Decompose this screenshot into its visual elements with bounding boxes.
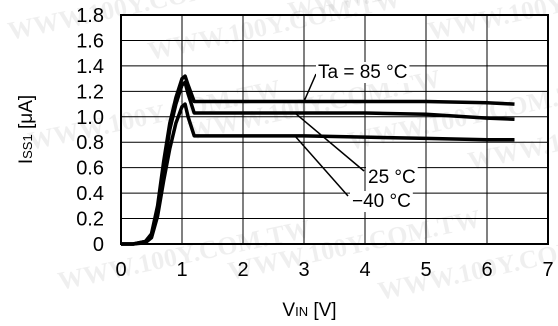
x-tick-label: 4 [359, 259, 370, 281]
grid [121, 15, 548, 244]
y-tick-label: 0.6 [76, 158, 104, 180]
x-axis-title-sub: IN [295, 304, 308, 319]
y-tick-label: 0.2 [76, 209, 104, 231]
tick-labels: 0 1 2 3 4 5 6 7 0 0.2 0.4 0.6 0.8 1.0 1.2 1.4 1.6 1.8 [76, 5, 553, 281]
annotation-label: Ta = 85 °C [318, 62, 407, 83]
annotation-bg [350, 191, 413, 212]
x-axis-title: VIN [V] [282, 300, 336, 321]
y-tick-label: 1.6 [76, 30, 104, 52]
y-tick-label: 1.4 [76, 56, 104, 78]
annotations: Ta = 85 °C 25 °C −40 °C [294, 62, 418, 212]
y-tick-label: 1.0 [76, 107, 104, 129]
annotation-leader [294, 135, 349, 197]
x-tick-label: 0 [115, 259, 126, 281]
y-tick-label: 0 [93, 234, 104, 256]
x-tick-label: 6 [481, 259, 492, 281]
annotation-label: 25 °C [368, 167, 416, 188]
y-tick-label: 0.4 [76, 183, 104, 205]
annotation-leader [294, 112, 365, 172]
y-tick-label: 1.8 [76, 5, 104, 27]
plot-frame [120, 14, 549, 245]
x-tick-label: 5 [420, 259, 431, 281]
annotation-label: −40 °C [352, 191, 411, 212]
y-axis-title-unit: [μA] [16, 95, 37, 134]
y-axis-title-sub: SS1 [20, 134, 35, 159]
y-tick-label: 0.8 [76, 132, 104, 154]
x-tick-label: 3 [298, 259, 309, 281]
y-axis-title-main: I [16, 159, 37, 164]
watermark-text: WWW.100Y.COM.TW [425, 0, 558, 46]
series-line [121, 102, 515, 246]
x-tick-label: 1 [176, 259, 187, 281]
y-axis-title: ISS1 [μA] [16, 95, 37, 164]
annotation-bg [366, 167, 418, 188]
x-tick-label: 7 [542, 259, 553, 281]
x-tick-label: 2 [237, 259, 248, 281]
annotation-leader [303, 73, 317, 102]
series-layer [121, 74, 515, 246]
x-axis-title-main: V [282, 300, 295, 321]
x-axis-title-unit: [V] [308, 300, 337, 321]
annotation-bg [316, 62, 410, 83]
y-tick-label: 1.2 [76, 81, 104, 103]
